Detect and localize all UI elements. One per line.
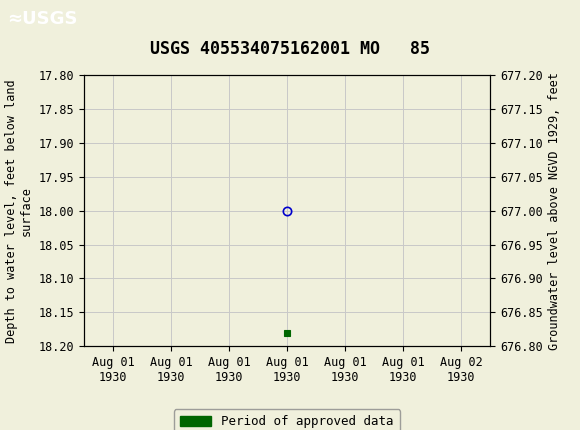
Y-axis label: Groundwater level above NGVD 1929, feet: Groundwater level above NGVD 1929, feet (548, 72, 561, 350)
Legend: Period of approved data: Period of approved data (174, 409, 400, 430)
Y-axis label: Depth to water level, feet below land
surface: Depth to water level, feet below land su… (5, 79, 33, 343)
Text: USGS 405534075162001 MO   85: USGS 405534075162001 MO 85 (150, 40, 430, 58)
Text: ≈USGS: ≈USGS (7, 10, 78, 28)
